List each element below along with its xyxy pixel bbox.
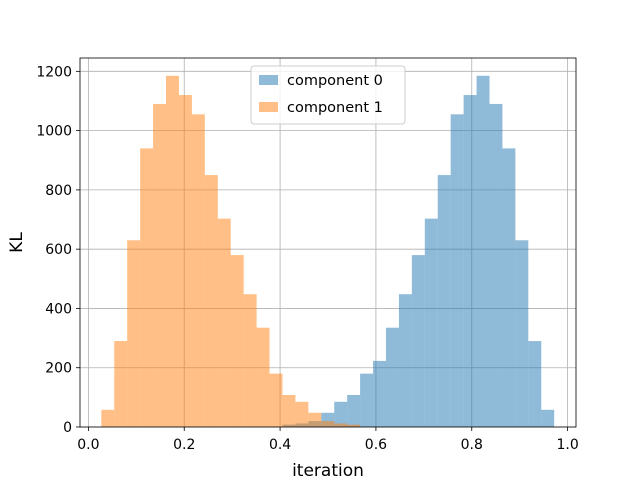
legend-label-1: component 1 — [287, 100, 383, 116]
bar-series-1 — [217, 218, 231, 427]
legend-swatch-1 — [259, 102, 278, 112]
bar-series-1 — [153, 103, 167, 427]
bar-series-1 — [282, 394, 296, 427]
bar-series-0 — [450, 114, 464, 427]
y-tick-label: 1000 — [36, 124, 72, 140]
axis-ticks: 0.0 0.2 0.4 0.6 0.8 1.0 0 200 400 600 800 1000 1200 — [36, 64, 578, 453]
y-tick-label: 400 — [45, 301, 72, 317]
x-tick-label: 0.8 — [461, 437, 483, 453]
bar-series-1 — [127, 240, 141, 427]
x-tick-label: 0.0 — [77, 437, 99, 453]
bar-series-0 — [373, 360, 386, 427]
bar-series-1 — [347, 424, 361, 427]
legend-label-0: component 0 — [287, 73, 383, 89]
bar-series-1 — [140, 148, 154, 427]
x-tick-label: 0.2 — [173, 437, 195, 453]
bar-series-0 — [424, 218, 438, 427]
bar-series-0 — [502, 148, 516, 427]
bar-series-1 — [321, 421, 335, 427]
bar-series-1 — [269, 373, 283, 427]
x-tick-label: 0.4 — [269, 437, 291, 453]
histogram-bars — [101, 75, 555, 428]
y-tick-label: 800 — [45, 183, 72, 199]
bar-series-0 — [515, 240, 529, 427]
legend: component 0 component 1 — [250, 65, 406, 125]
y-tick-label: 600 — [45, 242, 72, 258]
bar-series-0 — [437, 175, 451, 427]
bar-series-0 — [541, 409, 555, 427]
bar-series-0 — [411, 255, 425, 427]
bar-series-1 — [308, 412, 322, 427]
x-axis-label: iteration — [292, 461, 364, 480]
bar-series-1 — [243, 294, 257, 427]
y-tick-label: 200 — [45, 361, 72, 377]
bar-series-1 — [166, 75, 179, 427]
legend-swatch-0 — [259, 75, 278, 85]
x-tick-label: 0.6 — [365, 437, 387, 453]
bar-series-1 — [256, 327, 270, 427]
bar-series-1 — [334, 423, 348, 427]
legend-box — [250, 65, 406, 125]
x-tick-label: 1.0 — [556, 437, 578, 453]
bar-series-1 — [295, 401, 309, 427]
bar-series-1 — [114, 341, 128, 427]
bar-series-1 — [178, 95, 192, 428]
y-tick-label: 1200 — [36, 64, 72, 80]
bar-series-0 — [385, 327, 399, 427]
y-axis-label: KL — [7, 232, 27, 253]
axes-frame — [79, 57, 577, 428]
bar-series-0 — [347, 394, 361, 427]
bar-series-1 — [191, 114, 205, 427]
bar-series-0 — [334, 401, 348, 427]
bar-series-1 — [230, 255, 244, 427]
bar-series-1 — [101, 409, 115, 427]
bar-series-0 — [476, 75, 490, 427]
bar-series-0 — [360, 373, 374, 427]
bar-series-0 — [463, 95, 477, 428]
bar-series-0 — [528, 341, 542, 427]
y-tick-label: 0 — [63, 420, 72, 436]
bar-series-1 — [204, 175, 218, 427]
bar-series-0 — [489, 103, 503, 427]
bar-series-0 — [398, 294, 412, 427]
